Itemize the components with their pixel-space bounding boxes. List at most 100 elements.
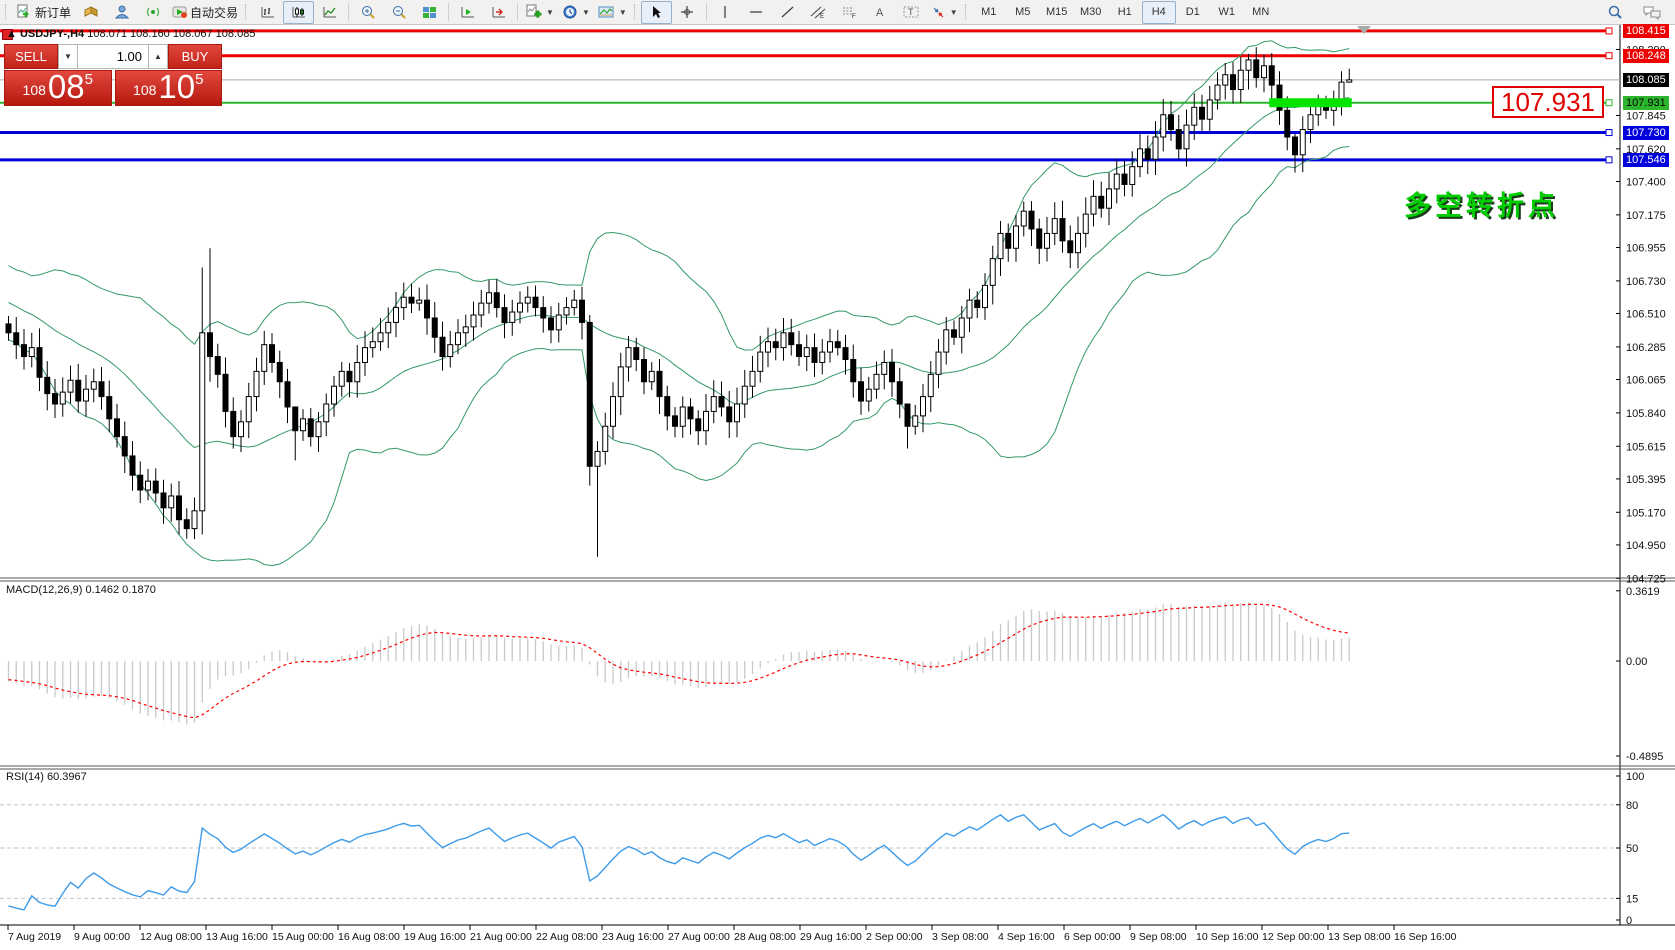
- chart-title: ▲ USDJPY-,H4 108.071 108.160 108.067 108…: [6, 28, 255, 40]
- zoom-out-button[interactable]: [383, 1, 414, 24]
- arrows-button[interactable]: ▼: [927, 1, 962, 24]
- fibonacci-button[interactable]: F: [834, 1, 865, 24]
- auto-scroll-button[interactable]: [452, 1, 483, 24]
- svg-text:106.510: 106.510: [1626, 309, 1666, 321]
- sell-button[interactable]: SELL: [4, 44, 58, 69]
- timeframe-m15-button[interactable]: M15: [1046, 6, 1068, 18]
- new-order-button[interactable]: 新订单: [12, 1, 75, 24]
- price-line-badge: 108.248: [1623, 48, 1669, 63]
- autotrading-icon: [172, 6, 188, 18]
- autotrading-button[interactable]: 自动交易: [168, 1, 242, 24]
- svg-text:105.840: 105.840: [1626, 408, 1666, 420]
- market-watch-button[interactable]: [75, 1, 106, 24]
- search-button[interactable]: [1599, 1, 1630, 24]
- chart-symbol: USDJPY-,H4: [19, 28, 85, 40]
- profiles-icon: [114, 5, 129, 19]
- svg-text:106.065: 106.065: [1626, 375, 1666, 387]
- sell-price-prefix: 108: [22, 82, 46, 98]
- svg-text:105.395: 105.395: [1626, 474, 1666, 486]
- time-axis-label: 19 Aug 16:00: [404, 931, 466, 943]
- signals-button[interactable]: [137, 1, 168, 24]
- crosshair-button[interactable]: [672, 1, 703, 24]
- profiles-button[interactable]: [106, 1, 137, 24]
- sell-price-pip: 5: [84, 71, 93, 88]
- svg-text:50: 50: [1626, 843, 1638, 855]
- templates-button[interactable]: ▼: [594, 1, 631, 24]
- channel-button[interactable]: E: [803, 1, 834, 24]
- buy-button[interactable]: BUY: [168, 44, 222, 69]
- time-axis-label: 22 Aug 08:00: [536, 931, 598, 943]
- time-axis-label: 4 Sep 16:00: [998, 931, 1055, 943]
- svg-text:106.285: 106.285: [1626, 342, 1666, 354]
- time-axis-label: 2 Sep 00:00: [866, 931, 923, 943]
- oneclick-collapse-arrow[interactable]: ▲: [6, 28, 17, 40]
- chart-shift-icon: [492, 7, 505, 18]
- zoom-in-icon: [361, 5, 375, 19]
- market-watch-icon: [84, 6, 98, 17]
- sell-price-display[interactable]: 108 08 5: [4, 70, 112, 106]
- volume-decrease-button[interactable]: ▼: [58, 44, 78, 69]
- timeframe-d1-button[interactable]: D1: [1185, 6, 1200, 18]
- chat-button[interactable]: [1636, 1, 1667, 24]
- price-level-callout[interactable]: 107.931: [1492, 86, 1604, 118]
- svg-text:105.170: 105.170: [1626, 507, 1666, 519]
- new-order-label: 新订单: [35, 5, 72, 20]
- bar-chart-button[interactable]: [252, 1, 283, 24]
- indicators-button[interactable]: ▼: [521, 1, 558, 24]
- svg-text:105.615: 105.615: [1626, 441, 1666, 453]
- bar-chart-icon: [261, 7, 274, 18]
- svg-text:F: F: [852, 14, 856, 19]
- text-icon: A: [876, 7, 884, 19]
- time-axis-label: 9 Aug 00:00: [74, 931, 131, 943]
- svg-text:-0.4895: -0.4895: [1626, 751, 1663, 763]
- time-axis-label: 29 Aug 16:00: [800, 931, 862, 943]
- candlestick-chart-button[interactable]: [283, 0, 315, 24]
- chart-shift-button[interactable]: [483, 1, 514, 24]
- zoom-in-button[interactable]: [352, 1, 383, 24]
- svg-text:0.3619: 0.3619: [1626, 586, 1660, 598]
- timeframe-m30-button[interactable]: M30: [1080, 6, 1102, 18]
- toolbar-grip: [633, 4, 638, 20]
- timeframe-m5-button[interactable]: M5: [1015, 6, 1031, 18]
- toolbar-grip: [964, 4, 969, 20]
- timeframe-m1-button[interactable]: M1: [981, 6, 997, 18]
- text-label-button[interactable]: T: [896, 1, 927, 24]
- rsi-label: RSI(14) 60.3967: [6, 771, 87, 783]
- time-axis-label: 10 Sep 16:00: [1196, 931, 1259, 943]
- crosshair-icon: [681, 6, 694, 18]
- timeframe-mn-button[interactable]: MN: [1252, 6, 1270, 18]
- time-axis-label: 27 Aug 00:00: [668, 931, 730, 943]
- line-chart-button[interactable]: [314, 1, 345, 24]
- templates-icon: [598, 6, 614, 18]
- time-axis-label: 23 Aug 16:00: [602, 931, 664, 943]
- auto-scroll-icon: [461, 7, 474, 18]
- price-line-badge: 107.546: [1623, 152, 1669, 167]
- buy-price-pip: 5: [195, 71, 204, 88]
- timeframe-w1-button[interactable]: W1: [1218, 6, 1235, 18]
- cursor-button[interactable]: [640, 0, 672, 24]
- volume-increase-button[interactable]: ▲: [148, 44, 168, 69]
- time-axis-label: 9 Sep 08:00: [1130, 931, 1187, 943]
- vertical-line-button[interactable]: [710, 1, 741, 24]
- timeframe-h1-button[interactable]: H1: [1117, 6, 1132, 18]
- periods-button[interactable]: ▼: [558, 1, 594, 24]
- horizontal-line-button[interactable]: [741, 1, 772, 24]
- tile-windows-button[interactable]: [414, 1, 445, 24]
- cursor-icon: [652, 6, 661, 18]
- zoom-out-icon: [392, 5, 406, 19]
- volume-input[interactable]: [78, 45, 148, 68]
- chart-ohlc-values: 108.071 108.160 108.067 108.085: [87, 28, 256, 40]
- timeframe-h4-button[interactable]: H4: [1141, 0, 1176, 24]
- buy-price-display[interactable]: 108 10 5: [114, 70, 222, 106]
- text-label-icon: T: [903, 6, 919, 18]
- chart-shift-marker: [1357, 26, 1371, 34]
- sell-price-big: 08: [47, 68, 85, 105]
- svg-text:100: 100: [1626, 771, 1644, 783]
- toolbar-grip: [245, 4, 249, 20]
- turning-point-note: 多空转折点: [1404, 191, 1559, 221]
- trendline-button[interactable]: [772, 1, 803, 24]
- text-button[interactable]: A: [865, 1, 896, 24]
- tile-windows-icon: [423, 7, 437, 18]
